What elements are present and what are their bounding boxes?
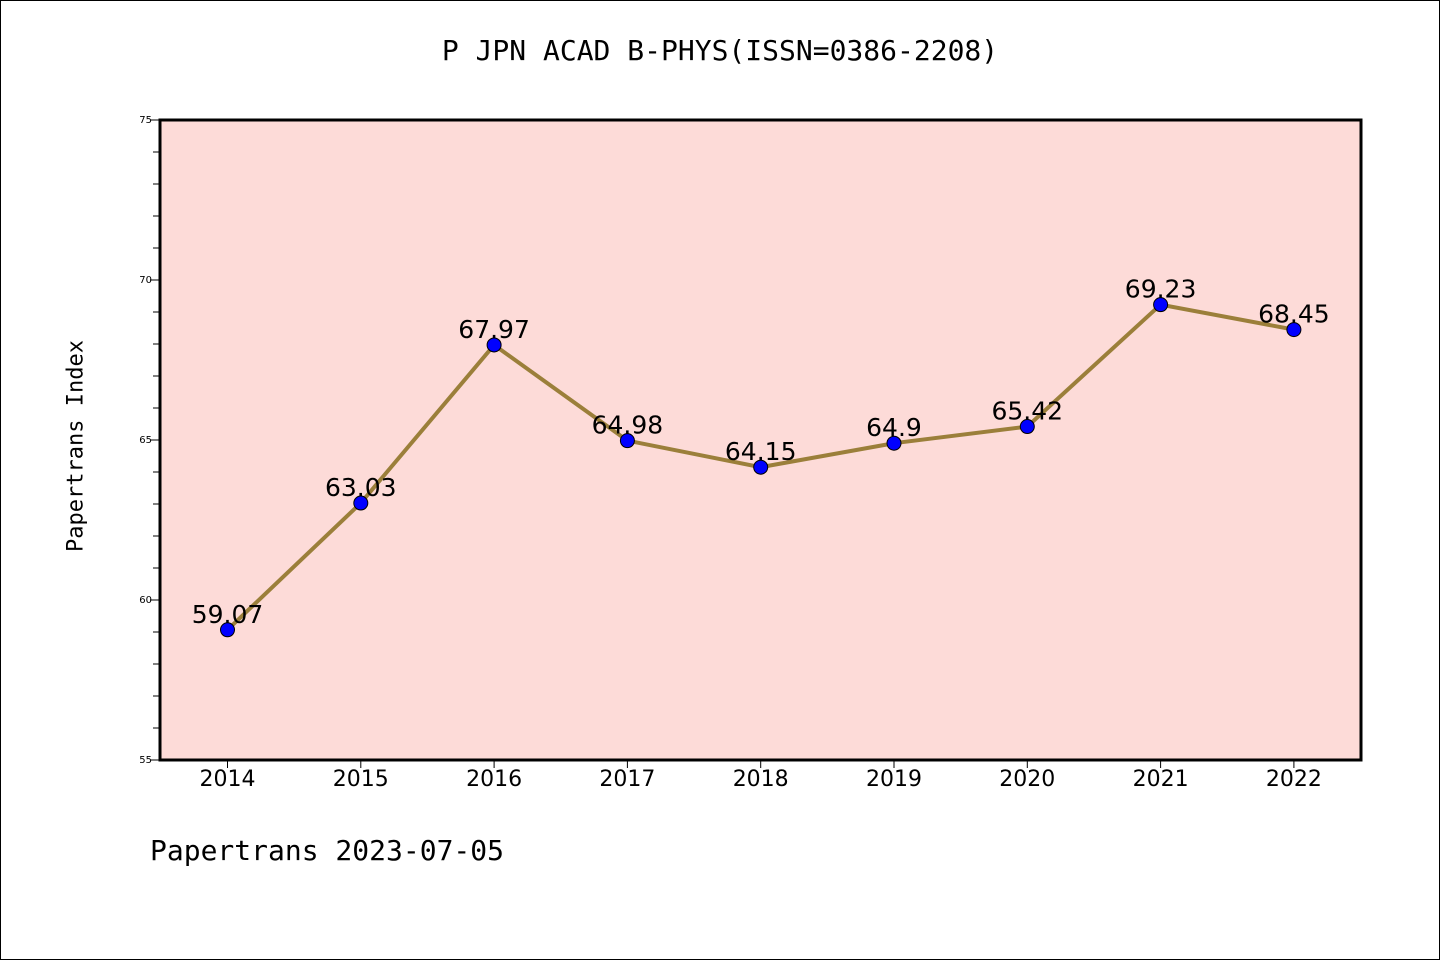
data-point	[619, 433, 635, 449]
y-tick-label: 70	[139, 275, 152, 286]
x-tick-label: 2016	[466, 767, 522, 792]
data-label: 64.98	[592, 411, 664, 440]
data-label: 67.97	[458, 315, 530, 344]
x-tick-label: 2014	[200, 767, 256, 792]
data-point	[753, 459, 769, 475]
data-label: 65.42	[992, 397, 1064, 426]
y-tick-label: 65	[139, 435, 152, 446]
y-axis-ticks: 55 60 65 70 75	[139, 115, 160, 766]
data-points	[220, 297, 1302, 638]
data-point	[1153, 297, 1169, 313]
y-tick-label: 60	[139, 595, 152, 606]
data-label: 69.23	[1125, 275, 1197, 304]
y-tick-label: 55	[139, 755, 152, 766]
data-point	[353, 495, 369, 511]
data-label: 59.07	[192, 600, 264, 629]
data-point	[486, 337, 502, 353]
data-label: 64.15	[725, 437, 797, 466]
data-point	[886, 435, 902, 451]
data-labels: 59.07 63.03 67.97 64.98 64.15 64.9 65.42 69.23 6…	[192, 275, 1330, 629]
x-axis-ticks: 2014 2015 2016 2017 2018 2019 2020 2021 2022	[200, 760, 1322, 792]
plot-area	[160, 120, 1361, 760]
x-tick-label: 2021	[1133, 767, 1189, 792]
plot-border	[158, 118, 1363, 762]
data-point	[220, 622, 235, 638]
x-tick-label: 2019	[866, 767, 922, 792]
data-label: 64.9	[866, 413, 922, 442]
chart-title: P JPN ACAD B-PHYS(ISSN=0386-2208)	[441, 34, 999, 67]
x-tick-label: 2020	[999, 767, 1055, 792]
x-tick-label: 2018	[733, 767, 789, 792]
data-label: 68.45	[1258, 300, 1330, 329]
y-tick-label: 75	[139, 115, 152, 126]
x-tick-label: 2022	[1266, 767, 1322, 792]
data-point	[1286, 322, 1302, 338]
x-tick-label: 2017	[599, 767, 655, 792]
footer-text: Papertrans 2023-07-05	[150, 834, 505, 867]
x-tick-label: 2015	[333, 767, 389, 792]
data-label: 63.03	[325, 473, 397, 502]
data-point	[1019, 419, 1035, 435]
